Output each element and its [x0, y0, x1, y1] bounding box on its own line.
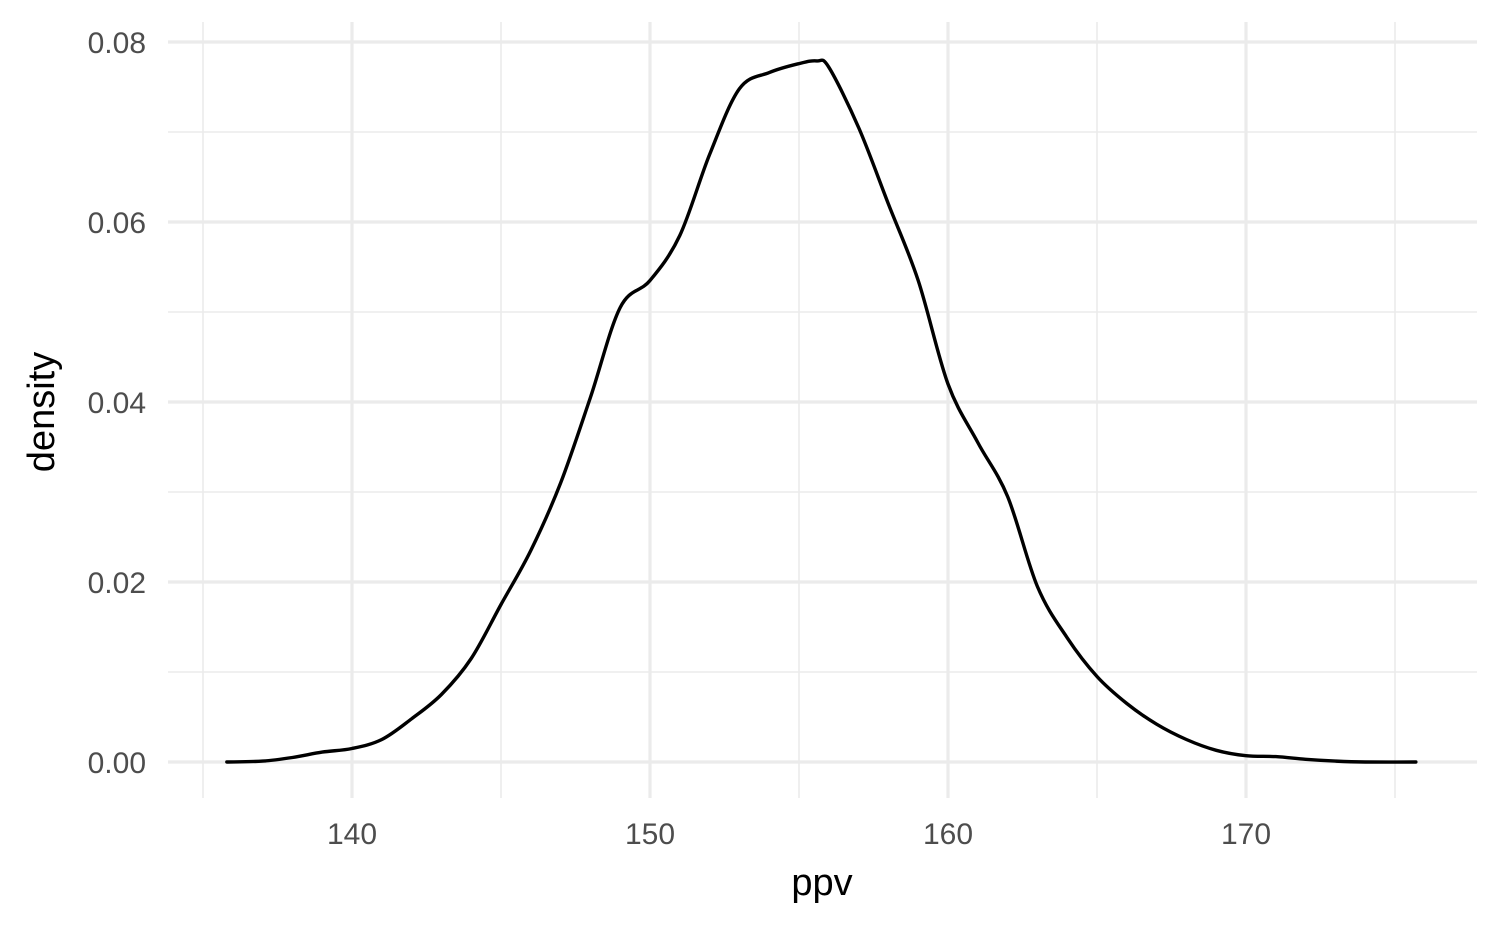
series-layer: [227, 60, 1416, 762]
x-axis-title: ppv: [791, 862, 852, 904]
density-curve: [227, 60, 1416, 762]
y-axis-ticks: 0.00 0.02 0.04 0.06 0.08: [88, 27, 146, 780]
y-tick-label: 0.06: [88, 207, 146, 240]
y-axis-title: density: [21, 352, 63, 472]
y-tick-label: 0.00: [88, 747, 146, 780]
x-tick-label: 140: [327, 818, 377, 851]
x-tick-label: 160: [923, 818, 973, 851]
x-tick-label: 170: [1221, 818, 1271, 851]
y-tick-label: 0.04: [88, 387, 146, 420]
x-tick-label: 150: [625, 818, 675, 851]
major-gridlines: [168, 22, 1477, 798]
x-axis-ticks: 140 150 160 170: [327, 818, 1271, 851]
y-tick-label: 0.02: [88, 567, 146, 600]
y-tick-label: 0.08: [88, 27, 146, 60]
minor-gridlines: [168, 22, 1477, 798]
